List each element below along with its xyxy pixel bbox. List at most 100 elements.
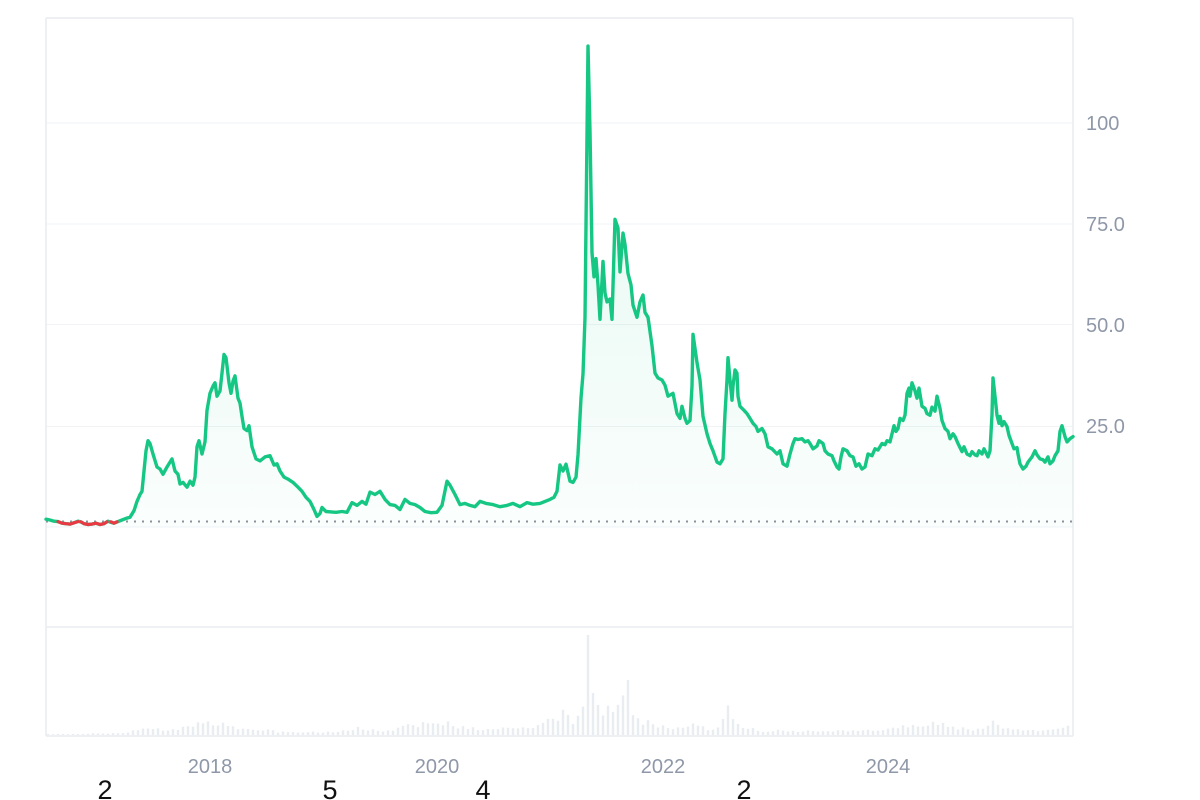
- volume-bar: [771, 731, 775, 735]
- volume-bar: [861, 730, 865, 735]
- volume-bar: [916, 726, 920, 735]
- volume-bar: [431, 723, 435, 735]
- volume-bar: [121, 733, 125, 735]
- volume-bar: [556, 720, 560, 735]
- volume-bar: [461, 726, 465, 735]
- volume-bar: [406, 724, 410, 735]
- volume-bar: [586, 635, 590, 735]
- volume-bar: [566, 714, 570, 735]
- volume-bar: [311, 731, 315, 735]
- volume-bar: [526, 728, 530, 735]
- volume-bar: [131, 730, 135, 735]
- volume-bar: [356, 726, 360, 735]
- volume-bar: [756, 730, 760, 735]
- volume-bar: [316, 732, 320, 735]
- volume-bar: [831, 731, 835, 735]
- volume-bar: [746, 728, 750, 735]
- volume-bar: [631, 715, 635, 735]
- volume-bar: [71, 734, 75, 735]
- volume-bar: [751, 728, 755, 735]
- volume-bar: [361, 729, 365, 735]
- volume-bar: [551, 718, 555, 735]
- volume-bar: [876, 730, 880, 735]
- volume-bar: [376, 730, 380, 735]
- volume-bar: [951, 726, 955, 735]
- volume-bar: [501, 727, 505, 735]
- volume-bar: [46, 733, 50, 735]
- price-area-fill: [46, 46, 1073, 527]
- volume-bar: [986, 725, 990, 735]
- volume-bar: [936, 724, 940, 735]
- volume-bar: [266, 729, 270, 735]
- volume-bar: [821, 731, 825, 735]
- volume-bar: [991, 720, 995, 735]
- volume-bar: [891, 727, 895, 735]
- volume-bar: [796, 731, 800, 735]
- volume-bar: [681, 727, 685, 735]
- volume-bar: [806, 730, 810, 735]
- volume-bar: [791, 730, 795, 735]
- volume-bar: [606, 705, 610, 735]
- volume-bar: [536, 725, 540, 735]
- volume-bar: [456, 728, 460, 735]
- volume-bar: [261, 730, 265, 735]
- volume-bar: [521, 727, 525, 735]
- volume-bar: [516, 728, 520, 735]
- volume-bar: [1066, 725, 1070, 735]
- volume-bar: [781, 730, 785, 735]
- volume-bar: [166, 730, 170, 735]
- volume-bar: [241, 728, 245, 735]
- price-line[interactable]: [44, 44, 1075, 527]
- volume-bar: [386, 730, 390, 735]
- volume-bar: [856, 730, 860, 735]
- volume-bar: [636, 718, 640, 735]
- volume-bar: [151, 729, 155, 735]
- volume-bar: [581, 706, 585, 735]
- footer-digit: 2: [736, 775, 751, 800]
- volume-bar: [341, 730, 345, 735]
- volume-bar: [961, 727, 965, 735]
- volume-bar: [156, 728, 160, 735]
- volume-bar: [731, 719, 735, 735]
- volume-bar: [661, 725, 665, 735]
- volume-bar: [471, 727, 475, 735]
- volume-bar: [476, 730, 480, 735]
- volume-bar: [206, 721, 210, 735]
- volume-bar: [766, 731, 770, 735]
- volume-bar: [646, 720, 650, 735]
- volume-bar: [286, 732, 290, 735]
- x-axis-tick-label: 2020: [415, 756, 460, 778]
- y-axis-tick-label: 75.0: [1086, 214, 1125, 236]
- volume-bar: [716, 727, 720, 735]
- volume-bar: [251, 729, 255, 735]
- volume-bar: [256, 730, 260, 735]
- volume-bar: [1001, 728, 1005, 735]
- volume-bar: [371, 729, 375, 735]
- volume-bar: [841, 730, 845, 735]
- price-line-below-baseline: [56, 520, 80, 526]
- footer-digit: 5: [322, 775, 337, 800]
- x-axis-tick-label: 2024: [866, 756, 911, 778]
- volume-bar: [911, 724, 915, 735]
- volume-bar: [391, 730, 395, 735]
- volume-bar: [826, 731, 830, 735]
- volume-bar: [676, 727, 680, 735]
- volume-bar: [216, 725, 220, 735]
- volume-bar: [436, 723, 440, 735]
- volume-bar: [711, 729, 715, 735]
- volume-bar: [871, 730, 875, 735]
- volume-bar: [351, 730, 355, 735]
- volume-bar: [1031, 730, 1035, 735]
- volume-bar: [971, 730, 975, 735]
- volume-bar: [61, 733, 65, 735]
- volume-bar: [96, 733, 100, 735]
- volume-bar: [641, 724, 645, 735]
- volume-bar: [926, 725, 930, 735]
- volume-bar: [956, 729, 960, 735]
- volume-bar: [571, 724, 575, 735]
- volume-bar: [1051, 729, 1055, 735]
- volume-bar: [321, 732, 325, 735]
- footer-digit: 2: [97, 775, 112, 800]
- volume-bar: [981, 728, 985, 735]
